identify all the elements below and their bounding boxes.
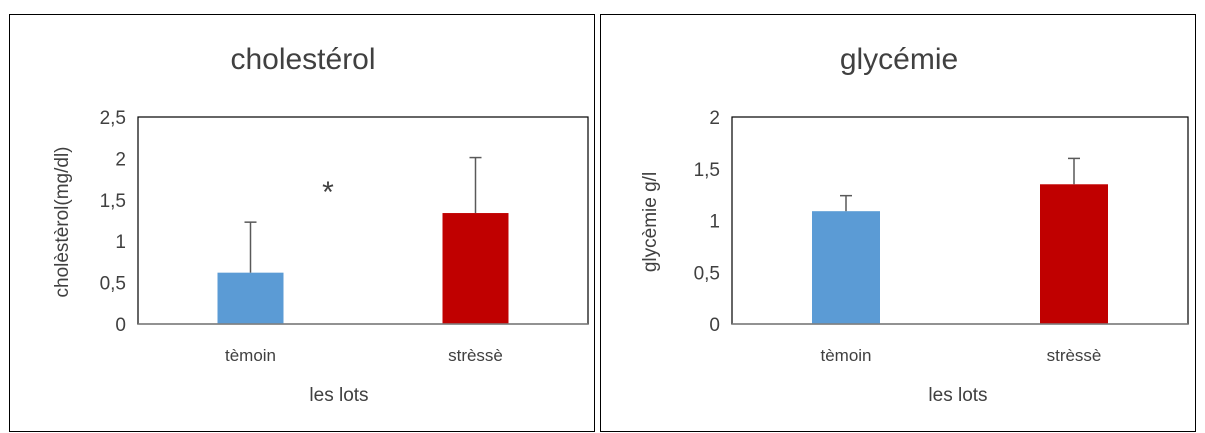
- y-tick-label: 2: [709, 108, 720, 129]
- y-tick-label: 1,5: [694, 160, 720, 181]
- cholesterol-chart: cholestérol cholèstèrol(mg/dl) les lots …: [52, 43, 589, 406]
- y-axis-label: glycèmie g/l: [640, 172, 661, 272]
- y-tick-label: 1: [709, 212, 720, 233]
- glycemie-chart: glycémie glycèmie g/l les lots 0 0,5 1 1,5 2…: [640, 43, 1189, 406]
- chart-title: glycémie: [840, 43, 958, 76]
- bar-temoin: [812, 211, 880, 324]
- y-tick-label: 2,5: [100, 108, 126, 129]
- x-tick-label: tèmoin: [820, 346, 871, 365]
- x-tick-label: strèssè: [448, 346, 503, 365]
- x-tick-label: strèssè: [1047, 346, 1102, 365]
- bar-stresse: [1040, 184, 1108, 324]
- chart-title: cholestérol: [230, 43, 375, 76]
- y-tick-label: 0,5: [100, 274, 126, 295]
- glycemie-chart-panel: glycémie glycèmie g/l les lots 0 0,5 1 1,5 2…: [600, 14, 1196, 432]
- cholesterol-chart-panel: cholestérol cholèstèrol(mg/dl) les lots …: [9, 14, 595, 432]
- bar-stresse: [442, 213, 509, 324]
- y-axis-label: cholèstèrol(mg/dl): [52, 147, 73, 298]
- x-tick-label: tèmoin: [225, 346, 276, 365]
- plot-area-frame: [137, 116, 589, 325]
- significance-asterisk: *: [322, 176, 334, 209]
- x-axis-label: les lots: [309, 385, 368, 406]
- x-axis-label: les lots: [928, 385, 987, 406]
- plot-area-frame: [731, 116, 1189, 325]
- y-tick-label: 0: [115, 315, 126, 336]
- bar-temoin: [217, 272, 284, 324]
- y-tick-label: 0: [709, 315, 720, 336]
- y-tick-label: 1,5: [100, 191, 126, 212]
- y-tick-label: 1: [115, 232, 126, 253]
- y-tick-label: 2: [115, 149, 126, 170]
- y-tick-label: 0,5: [694, 263, 720, 284]
